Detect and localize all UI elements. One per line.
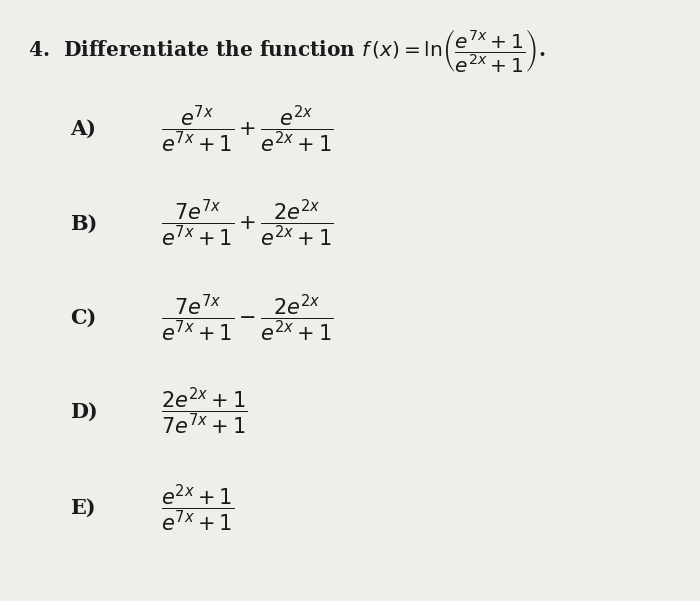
Text: $\dfrac{e^{7x}}{e^{7x}+1}+\dfrac{e^{2x}}{e^{2x}+1}$: $\dfrac{e^{7x}}{e^{7x}+1}+\dfrac{e^{2x}}… [161, 103, 334, 155]
Text: $\dfrac{2e^{2x}+1}{7e^{7x}+1}$: $\dfrac{2e^{2x}+1}{7e^{7x}+1}$ [161, 386, 248, 438]
Text: 4.  Differentiate the function $f\,(x)=\ln\!\left(\dfrac{e^{7x}+1}{e^{2x}+1}\rig: 4. Differentiate the function $f\,(x)=\l… [28, 27, 546, 74]
Text: D): D) [70, 401, 98, 422]
Text: C): C) [70, 308, 97, 328]
Text: A): A) [70, 119, 96, 139]
Text: E): E) [70, 498, 96, 518]
Text: $\dfrac{7e^{7x}}{e^{7x}+1}+\dfrac{2e^{2x}}{e^{2x}+1}$: $\dfrac{7e^{7x}}{e^{7x}+1}+\dfrac{2e^{2x… [161, 198, 334, 249]
Text: $\dfrac{7e^{7x}}{e^{7x}+1}-\dfrac{2e^{2x}}{e^{2x}+1}$: $\dfrac{7e^{7x}}{e^{7x}+1}-\dfrac{2e^{2x… [161, 292, 334, 344]
Text: B): B) [70, 213, 97, 234]
Text: $\dfrac{e^{2x}+1}{e^{7x}+1}$: $\dfrac{e^{2x}+1}{e^{7x}+1}$ [161, 482, 234, 534]
